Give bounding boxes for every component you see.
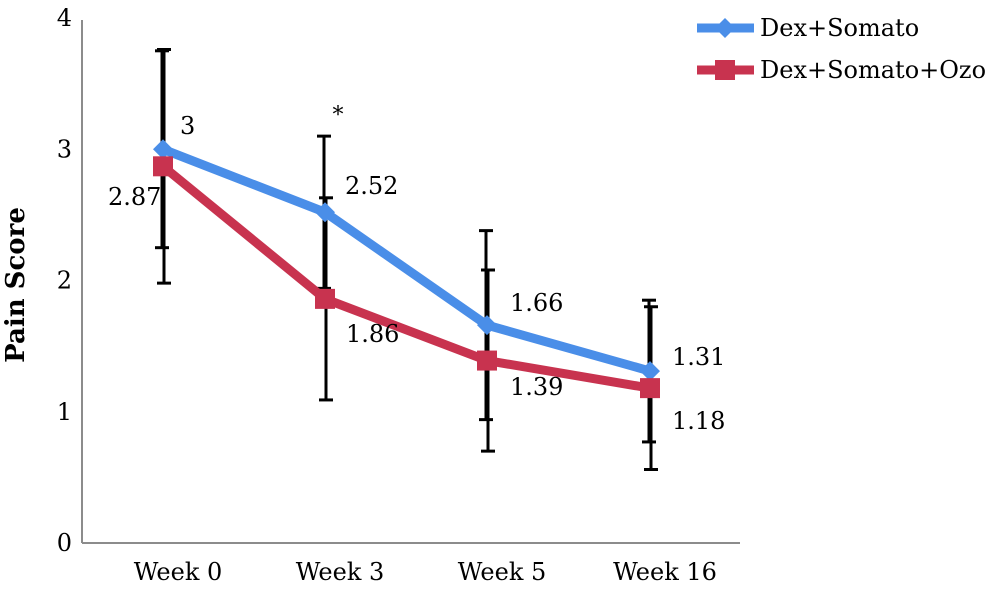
- legend: Dex+Somato Dex+Somato+Ozo: [697, 14, 986, 84]
- legend-label: Dex+Somato+Ozo: [760, 56, 986, 84]
- error-bars: [155, 48, 658, 471]
- legend-marker: [715, 60, 735, 80]
- legend-label: Dex+Somato: [760, 14, 919, 42]
- data-label: 2.87: [108, 183, 161, 211]
- y-tick-labels: 0 1 2 3 4: [57, 4, 72, 557]
- data-point: [315, 288, 335, 309]
- data-label: 3: [180, 112, 195, 140]
- data-label: 1.31: [672, 343, 725, 371]
- x-tick-label: Week 0: [134, 558, 223, 586]
- series-markers: [153, 139, 660, 399]
- x-tick-label: Week 16: [613, 558, 717, 586]
- y-tick-label: 0: [57, 529, 72, 557]
- data-point: [153, 139, 173, 160]
- axes: [81, 20, 740, 544]
- data-point: [315, 202, 335, 223]
- x-tick-label: Week 3: [296, 558, 385, 586]
- significance-marker: *: [333, 103, 344, 128]
- data-label: 1.86: [346, 320, 399, 348]
- y-tick-label: 2: [57, 267, 72, 295]
- y-axis-title: Pain Score: [1, 207, 31, 363]
- y-tick-label: 1: [57, 398, 72, 426]
- data-label: 1.18: [672, 407, 725, 435]
- data-point: [640, 378, 660, 399]
- legend-item: Dex+Somato+Ozo: [697, 56, 986, 84]
- legend-marker: [715, 18, 735, 38]
- data-point: [640, 361, 660, 382]
- data-label: 1.66: [510, 289, 563, 317]
- legend-item: Dex+Somato: [697, 14, 919, 42]
- series-lines: [160, 145, 652, 393]
- series-line: [161, 145, 652, 376]
- annotations: *: [333, 103, 344, 128]
- data-point: [477, 315, 497, 336]
- data-labels: 3 2.52 1.66 1.31 2.87 1.86 1.39 1.18: [108, 112, 725, 435]
- x-tick-label: Week 5: [458, 558, 547, 586]
- x-tick-labels: Week 0 Week 3 Week 5 Week 16: [134, 558, 717, 586]
- data-label: 2.52: [345, 172, 398, 200]
- series-line: [160, 162, 651, 393]
- data-point: [477, 350, 497, 371]
- y-tick-label: 3: [57, 135, 72, 163]
- y-tick-label: 4: [57, 4, 72, 32]
- data-point: [153, 156, 173, 177]
- data-label: 1.39: [510, 373, 563, 401]
